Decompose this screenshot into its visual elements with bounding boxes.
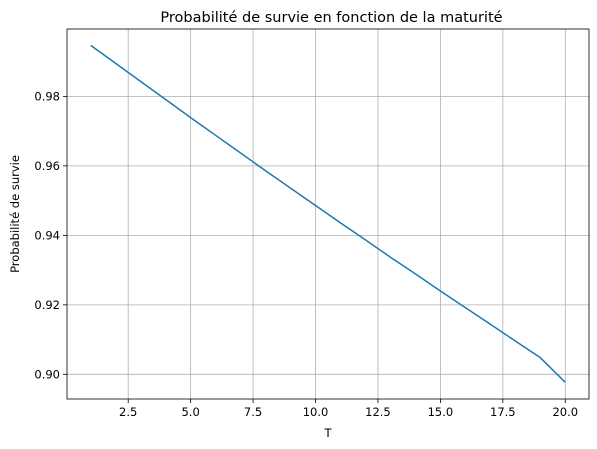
series-line bbox=[90, 44, 566, 383]
y-axis-label: Probabilité de survie bbox=[8, 155, 22, 273]
x-tick-label: 20.0 bbox=[552, 405, 578, 419]
plot-frame bbox=[66, 28, 590, 400]
x-tick-label: 7.5 bbox=[244, 405, 262, 419]
x-tick-label: 15.0 bbox=[428, 405, 454, 419]
y-tick-label: 0.96 bbox=[34, 159, 60, 173]
x-tick-label: 5.0 bbox=[181, 405, 199, 419]
y-tick-label: 0.94 bbox=[34, 228, 60, 242]
y-tick-label: 0.90 bbox=[34, 367, 60, 381]
x-tick-label: 10.0 bbox=[303, 405, 329, 419]
chart-title: Probabilité de survie en fonction de la … bbox=[160, 10, 502, 26]
grid-layer bbox=[67, 29, 589, 399]
x-axis-label: T bbox=[323, 426, 332, 440]
y-tick-label: 0.92 bbox=[34, 298, 60, 312]
x-tick-label: 12.5 bbox=[365, 405, 391, 419]
y-tick-label: 0.98 bbox=[34, 89, 60, 103]
tick-layer: 2.5 5.0 7.5 10.0 12.5 15.0 17.5 20.0 0.90 0.92 0.9… bbox=[34, 89, 578, 419]
series-layer bbox=[90, 44, 566, 383]
x-tick-label: 2.5 bbox=[119, 405, 137, 419]
x-tick-label: 17.5 bbox=[490, 405, 516, 419]
